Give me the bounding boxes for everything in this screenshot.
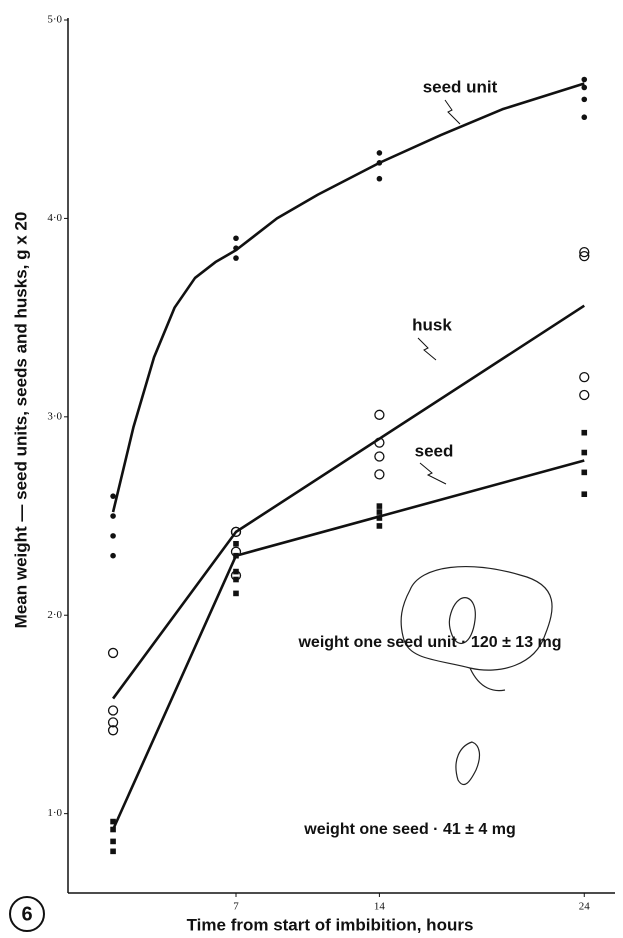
square-marker <box>377 523 383 529</box>
chart: seed unit husk seed weight one seed unit… <box>0 0 623 938</box>
x-tick-label: 14 <box>374 901 386 913</box>
dot-marker <box>581 77 587 83</box>
y-axis-label: Mean weight — seed units, seeds and husk… <box>11 212 30 629</box>
dot-marker <box>110 533 116 539</box>
dot-marker <box>377 150 383 156</box>
dot-marker <box>110 553 116 559</box>
square-marker <box>581 430 587 436</box>
square-marker <box>233 577 239 583</box>
pointer <box>418 338 436 360</box>
figure-number: 6 <box>21 903 32 925</box>
square-marker <box>110 849 116 855</box>
circle-marker <box>375 452 384 461</box>
square-marker <box>581 470 587 476</box>
y-tick-label: 3·0 <box>47 410 62 422</box>
seed-drawing <box>456 742 480 785</box>
square-marker <box>233 569 239 575</box>
y-tick-label: 5·0 <box>47 14 62 26</box>
y-tick-label: 4·0 <box>47 212 62 224</box>
circle-marker <box>375 410 384 419</box>
square-marker <box>233 553 239 559</box>
dot-marker <box>581 97 587 103</box>
dot-marker <box>233 255 239 261</box>
dot-marker <box>233 245 239 251</box>
circle-marker <box>375 470 384 479</box>
square-marker <box>110 839 116 845</box>
annotation: weight one seed unit · 120 ± 13 mg <box>297 634 561 651</box>
x-axis-label: Time from start of imbibition, hours <box>187 915 474 934</box>
series-label: husk <box>412 315 452 334</box>
series-label: seed unit <box>423 77 498 96</box>
dot-marker <box>377 160 383 166</box>
series-label: seed <box>415 441 454 460</box>
square-marker <box>110 819 116 825</box>
square-marker <box>377 515 383 521</box>
dot-marker <box>110 493 116 499</box>
dot-marker <box>233 235 239 241</box>
fit-line <box>113 83 584 512</box>
circle-marker <box>109 648 118 657</box>
seed-unit-drawing <box>401 567 552 691</box>
pointer <box>445 100 460 124</box>
circle-marker <box>580 373 589 382</box>
dot-marker <box>377 176 383 182</box>
circle-marker <box>109 706 118 715</box>
square-marker <box>233 541 239 547</box>
x-tick-label: 7 <box>233 901 239 913</box>
x-tick-label: 24 <box>579 901 591 913</box>
annotation: weight one seed · 41 ± 4 mg <box>303 821 516 838</box>
dot-marker <box>110 513 116 519</box>
square-marker <box>581 491 587 497</box>
square-marker <box>233 591 239 597</box>
circle-marker <box>580 390 589 399</box>
square-marker <box>110 827 116 833</box>
y-tick-label: 2·0 <box>47 609 62 621</box>
y-tick-label: 1·0 <box>47 807 62 819</box>
square-marker <box>377 509 383 515</box>
dot-marker <box>581 85 587 91</box>
square-marker <box>377 503 383 509</box>
square-marker <box>581 450 587 456</box>
dot-marker <box>581 114 587 120</box>
pointer <box>420 463 446 484</box>
